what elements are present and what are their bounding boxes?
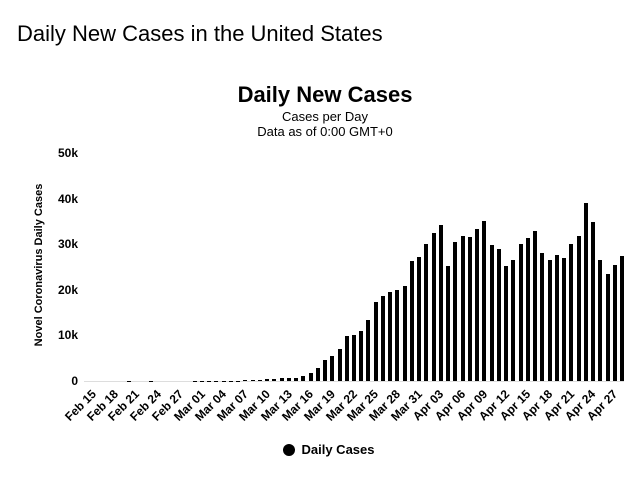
page-title: Daily New Cases in the United States (17, 21, 383, 46)
chart-data-as-of: Data as of 0:00 GMT+0 (257, 124, 393, 139)
bar-apr-09[interactable] (475, 229, 480, 381)
bar-apr-03[interactable] (431, 233, 436, 381)
y-tick-40k: 40k (57, 191, 78, 206)
legend-item-daily-cases[interactable]: Daily Cases (10, 442, 637, 460)
bar-mar-12[interactable] (272, 378, 277, 381)
bar-apr-28[interactable] (612, 265, 617, 381)
bar-apr-01[interactable] (417, 257, 422, 381)
bar-mar-24[interactable] (359, 330, 364, 381)
bar-apr-20[interactable] (554, 255, 559, 381)
bar-mar-08[interactable] (243, 380, 248, 381)
bar-mar-27[interactable] (380, 295, 385, 381)
bar-mar-21[interactable] (337, 348, 342, 381)
bar-apr-10[interactable] (482, 220, 487, 381)
y-tick-50k: 50k (57, 146, 78, 160)
bar-apr-06[interactable] (453, 241, 458, 381)
y-axis-title: Novel Coronavirus Daily Cases (33, 183, 45, 347)
y-tick-10k: 10k (57, 328, 78, 343)
y-tick-20k: 20k (57, 282, 78, 297)
bar-apr-26[interactable] (598, 260, 603, 381)
y-tick-30k: 30k (57, 237, 78, 252)
bar-mar-29[interactable] (395, 290, 400, 381)
bar-apr-13[interactable] (504, 265, 509, 381)
bar-apr-07[interactable] (460, 236, 465, 381)
bar-mar-20[interactable] (330, 355, 335, 381)
bar-apr-23[interactable] (576, 235, 581, 381)
bar-apr-02[interactable] (424, 243, 429, 381)
plot-area (84, 153, 624, 381)
bar-mar-15[interactable] (294, 377, 299, 381)
bar-mar-23[interactable] (352, 334, 356, 381)
bar-apr-21[interactable] (562, 257, 567, 381)
bar-mar-11[interactable] (265, 379, 270, 381)
bar-mar-16[interactable] (301, 376, 306, 381)
bar-mar-31[interactable] (409, 260, 414, 381)
chart-subtitle: Cases per Day (282, 109, 368, 124)
bar-mar-30[interactable] (402, 285, 407, 381)
bar-apr-22[interactable] (569, 244, 574, 381)
bar-mar-17[interactable] (308, 373, 313, 381)
bar-mar-19[interactable] (323, 360, 328, 381)
bar-mar-13[interactable] (279, 378, 284, 381)
bar-apr-05[interactable] (446, 265, 451, 381)
bar-mar-09[interactable] (250, 380, 255, 381)
bar-apr-29[interactable] (620, 256, 624, 381)
bar-apr-19[interactable] (547, 259, 552, 381)
bar-apr-08[interactable] (467, 237, 472, 381)
bar-apr-27[interactable] (605, 274, 610, 381)
bar-apr-14[interactable] (511, 259, 516, 381)
legend-label: Daily Cases (301, 442, 375, 457)
bar-apr-18[interactable] (540, 252, 545, 381)
bar-apr-16[interactable] (525, 237, 530, 381)
bar-mar-22[interactable] (344, 335, 349, 381)
bar-mar-14[interactable] (286, 377, 291, 381)
bar-apr-12[interactable] (496, 249, 501, 381)
bar-apr-15[interactable] (518, 243, 523, 381)
bar-apr-11[interactable] (489, 244, 494, 381)
bar-apr-17[interactable] (533, 230, 538, 381)
legend-marker-icon (282, 444, 295, 456)
bar-apr-04[interactable] (438, 225, 443, 381)
bar-mar-18[interactable] (315, 368, 320, 381)
x-axis-line (84, 381, 624, 382)
bar-mar-10[interactable] (257, 379, 262, 381)
bar-mar-28[interactable] (388, 292, 393, 381)
bar-apr-24[interactable] (583, 203, 588, 381)
bar-mar-26[interactable] (373, 302, 378, 381)
bar-apr-25[interactable] (591, 222, 596, 381)
chart-title: Daily New Cases (237, 82, 413, 107)
y-tick-0: 0 (71, 374, 78, 388)
bar-mar-25[interactable] (366, 320, 371, 381)
